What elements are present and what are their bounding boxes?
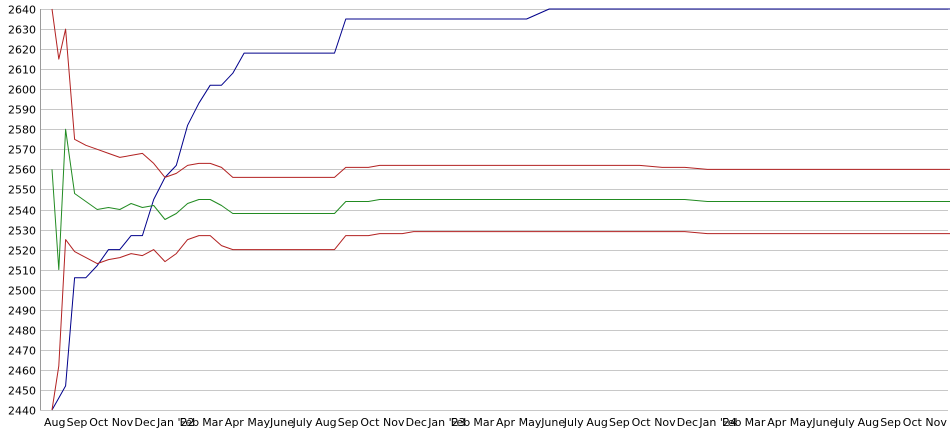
- x-tick-label: Jan '23: [427, 416, 465, 429]
- y-tick-label: 2600: [8, 84, 36, 97]
- x-tick-label: Dec: [677, 416, 698, 429]
- x-tick-label: Apr: [767, 416, 787, 429]
- series-lines: [51, 8, 950, 411]
- y-tick-label: 2490: [8, 305, 36, 318]
- y-tick-label: 2550: [8, 184, 36, 197]
- x-tick-label: Dec: [406, 416, 427, 429]
- y-tick-label: 2630: [8, 24, 36, 37]
- y-tick-label: 2610: [8, 64, 36, 77]
- y-tick-label: 2540: [8, 205, 36, 218]
- x-tick-label: Sep: [609, 416, 630, 429]
- x-tick-label: July: [834, 416, 855, 429]
- x-tick-label: Sep: [67, 416, 88, 429]
- x-tick-label: Aug: [44, 416, 65, 429]
- y-tick-label: 2520: [8, 245, 36, 258]
- x-tick-label: Sep: [880, 416, 901, 429]
- y-tick-label: 2500: [8, 285, 36, 298]
- x-tick-label: Apr: [496, 416, 516, 429]
- x-tick-label: Dec: [134, 416, 155, 429]
- series-line-4: [51, 231, 950, 411]
- x-tick-label: Aug: [586, 416, 607, 429]
- x-tick-label: Feb: [180, 416, 199, 429]
- x-tick-label: Oct: [89, 416, 109, 429]
- x-tick-label: May: [519, 416, 542, 429]
- y-axis-ticks: 2440 2450 2460 2470 2480 2490 2500 2510 2520 2530…: [8, 4, 36, 418]
- x-tick-label: Aug: [315, 416, 336, 429]
- x-tick-label: May: [247, 416, 270, 429]
- y-tick-label: 2580: [8, 124, 36, 137]
- y-tick-label: 2480: [8, 325, 36, 338]
- x-tick-label: May: [790, 416, 813, 429]
- x-tick-label: Nov: [383, 416, 405, 429]
- y-tick-label: 2620: [8, 44, 36, 57]
- x-tick-label: Mar: [745, 416, 766, 429]
- x-tick-label: Nov: [112, 416, 134, 429]
- y-tick-label: 2450: [8, 385, 36, 398]
- x-tick-label: Sep: [338, 416, 359, 429]
- series-line-1: [51, 8, 950, 411]
- series-line-3: [51, 128, 950, 271]
- x-tick-label: July: [292, 416, 313, 429]
- x-tick-label: Jan '24: [698, 416, 736, 429]
- y-tick-label: 2470: [8, 345, 36, 358]
- x-tick-label: Nov: [654, 416, 676, 429]
- x-tick-label: Nov: [925, 416, 947, 429]
- y-tick-label: 2440: [8, 405, 36, 418]
- y-tick-label: 2460: [8, 365, 36, 378]
- y-tick-label: 2590: [8, 104, 36, 117]
- x-tick-label: Mar: [202, 416, 223, 429]
- x-tick-label: Aug: [858, 416, 879, 429]
- y-tick-label: 2510: [8, 265, 36, 278]
- x-tick-label: Mar: [473, 416, 494, 429]
- x-tick-label: Feb: [722, 416, 741, 429]
- y-tick-label: 2570: [8, 144, 36, 157]
- x-tick-label: Oct: [903, 416, 923, 429]
- grid-lines: [40, 9, 948, 411]
- series-line-2: [51, 8, 950, 178]
- y-tick-label: 2530: [8, 225, 36, 238]
- x-tick-label: Oct: [360, 416, 380, 429]
- x-tick-label: June: [269, 416, 294, 429]
- x-tick-label: Oct: [632, 416, 652, 429]
- x-tick-label: June: [811, 416, 836, 429]
- x-tick-label: June: [540, 416, 565, 429]
- y-tick-label: 2640: [8, 4, 36, 17]
- x-tick-label: Apr: [225, 416, 245, 429]
- x-tick-label: Feb: [451, 416, 470, 429]
- y-tick-label: 2560: [8, 164, 36, 177]
- x-tick-label: Jan '22: [156, 416, 194, 429]
- x-tick-label: July: [563, 416, 584, 429]
